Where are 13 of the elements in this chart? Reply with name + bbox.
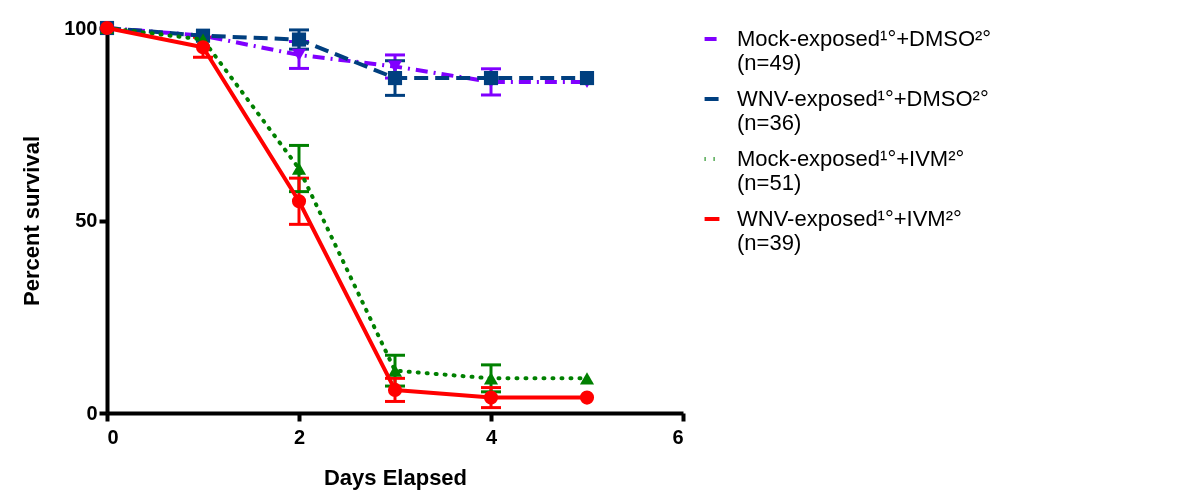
legend-label: WNV-exposed¹°+IVM²° (n=39) — [737, 206, 962, 255]
y-tick-label: 100 — [64, 16, 98, 39]
y-axis-title: Percent survival — [19, 136, 45, 306]
y-tick-label: 50 — [75, 209, 98, 231]
x-tick-label: 6 — [672, 425, 684, 448]
legend-label: Mock-exposed¹°+DMSO²° (n=49) — [737, 26, 992, 75]
legend-label: Mock-exposed¹°+IVM²° (n=51) — [737, 146, 965, 195]
x-tick-label: 0 — [107, 425, 119, 448]
x-tick-label: 2 — [293, 425, 306, 448]
x-axis-title: Days Elapsed — [323, 464, 468, 490]
y-tick-label: 0 — [86, 401, 98, 424]
legend-label: WNV-exposed¹°+DMSO²° (n=36) — [737, 86, 989, 135]
x-tick-label: 4 — [485, 425, 498, 448]
